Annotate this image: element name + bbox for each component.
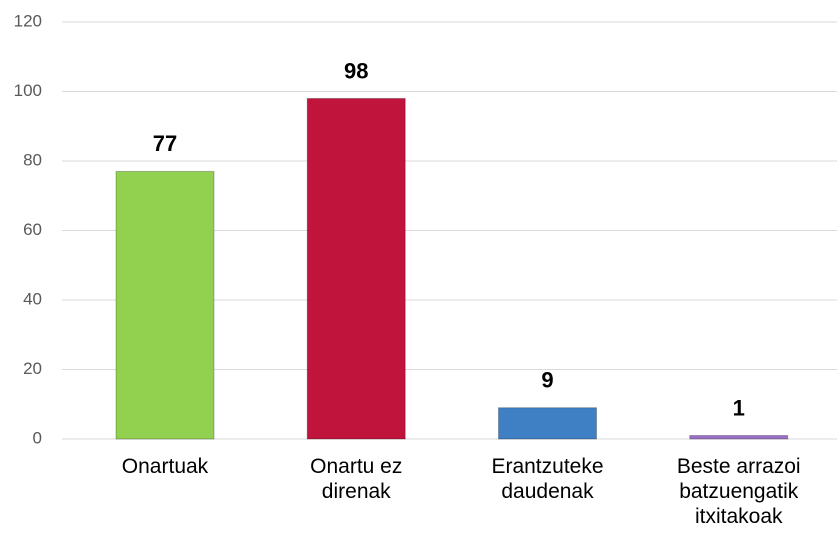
y-tick-label: 20 <box>23 359 42 378</box>
x-tick-label: Beste arrazoi batzuengatik itxitakoak <box>676 455 801 528</box>
data-label: 9 <box>541 368 553 393</box>
y-tick-label: 0 <box>33 428 42 447</box>
y-tick-label: 80 <box>23 150 42 169</box>
y-tick-label: 100 <box>14 81 42 100</box>
data-label: 98 <box>344 58 368 83</box>
y-tick-label: 120 <box>14 11 42 30</box>
bar <box>498 407 597 440</box>
y-tick-label: 60 <box>23 220 42 239</box>
data-label: 1 <box>733 395 745 420</box>
y-tick-label: 40 <box>23 289 42 308</box>
bar <box>306 97 406 440</box>
x-tick-label: Onartu ez direnak <box>310 455 403 503</box>
data-label: 77 <box>153 131 177 156</box>
x-tick-label: Onartuak <box>121 455 209 478</box>
bar <box>115 170 215 440</box>
bar <box>689 435 789 440</box>
x-tick-label: Erantzuteke daudenak <box>491 455 604 503</box>
